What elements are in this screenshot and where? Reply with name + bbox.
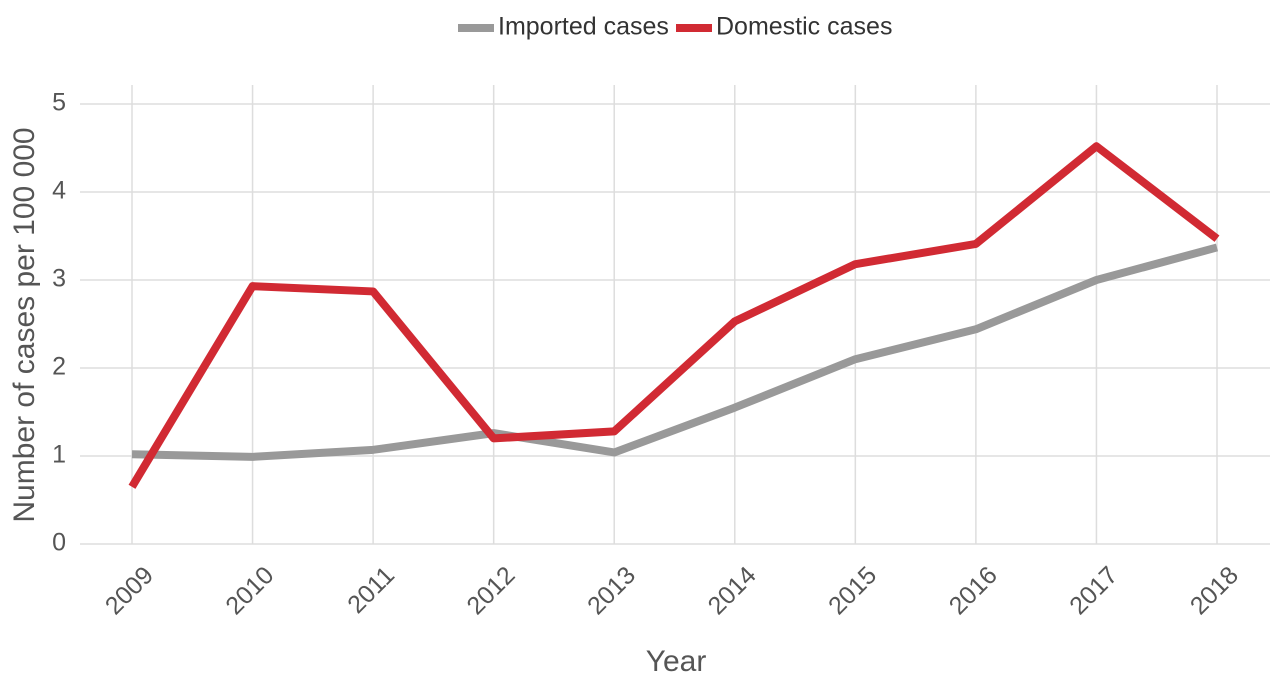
x-tick-label: 2017 (1064, 561, 1123, 620)
y-axis-label: Number of cases per 100 000 (8, 127, 41, 522)
y-tick-label: 3 (52, 265, 66, 293)
x-axis-label: Year (646, 645, 707, 677)
x-tick-label: 2014 (703, 561, 762, 620)
y-tick-label: 2 (52, 353, 66, 381)
legend-label: Imported cases (498, 13, 669, 41)
x-tick-label: 2010 (220, 561, 279, 620)
y-tick-label: 5 (52, 89, 66, 117)
series-line (128, 142, 1220, 489)
legend-label: Domestic cases (716, 13, 892, 41)
x-tick-label: 2016 (944, 561, 1003, 620)
y-tick-label: 4 (52, 177, 66, 205)
series-line (131, 243, 1219, 461)
y-tick-label: 1 (52, 441, 66, 469)
x-tick-label: 2015 (823, 561, 882, 620)
x-tick-label: 2013 (582, 561, 641, 620)
x-tick-label: 2009 (100, 561, 159, 620)
x-tick-label: 2011 (342, 561, 400, 619)
y-tick-label: 0 (52, 529, 66, 557)
x-tick-label: 2018 (1185, 561, 1244, 620)
x-tick-label: 2012 (461, 561, 520, 620)
